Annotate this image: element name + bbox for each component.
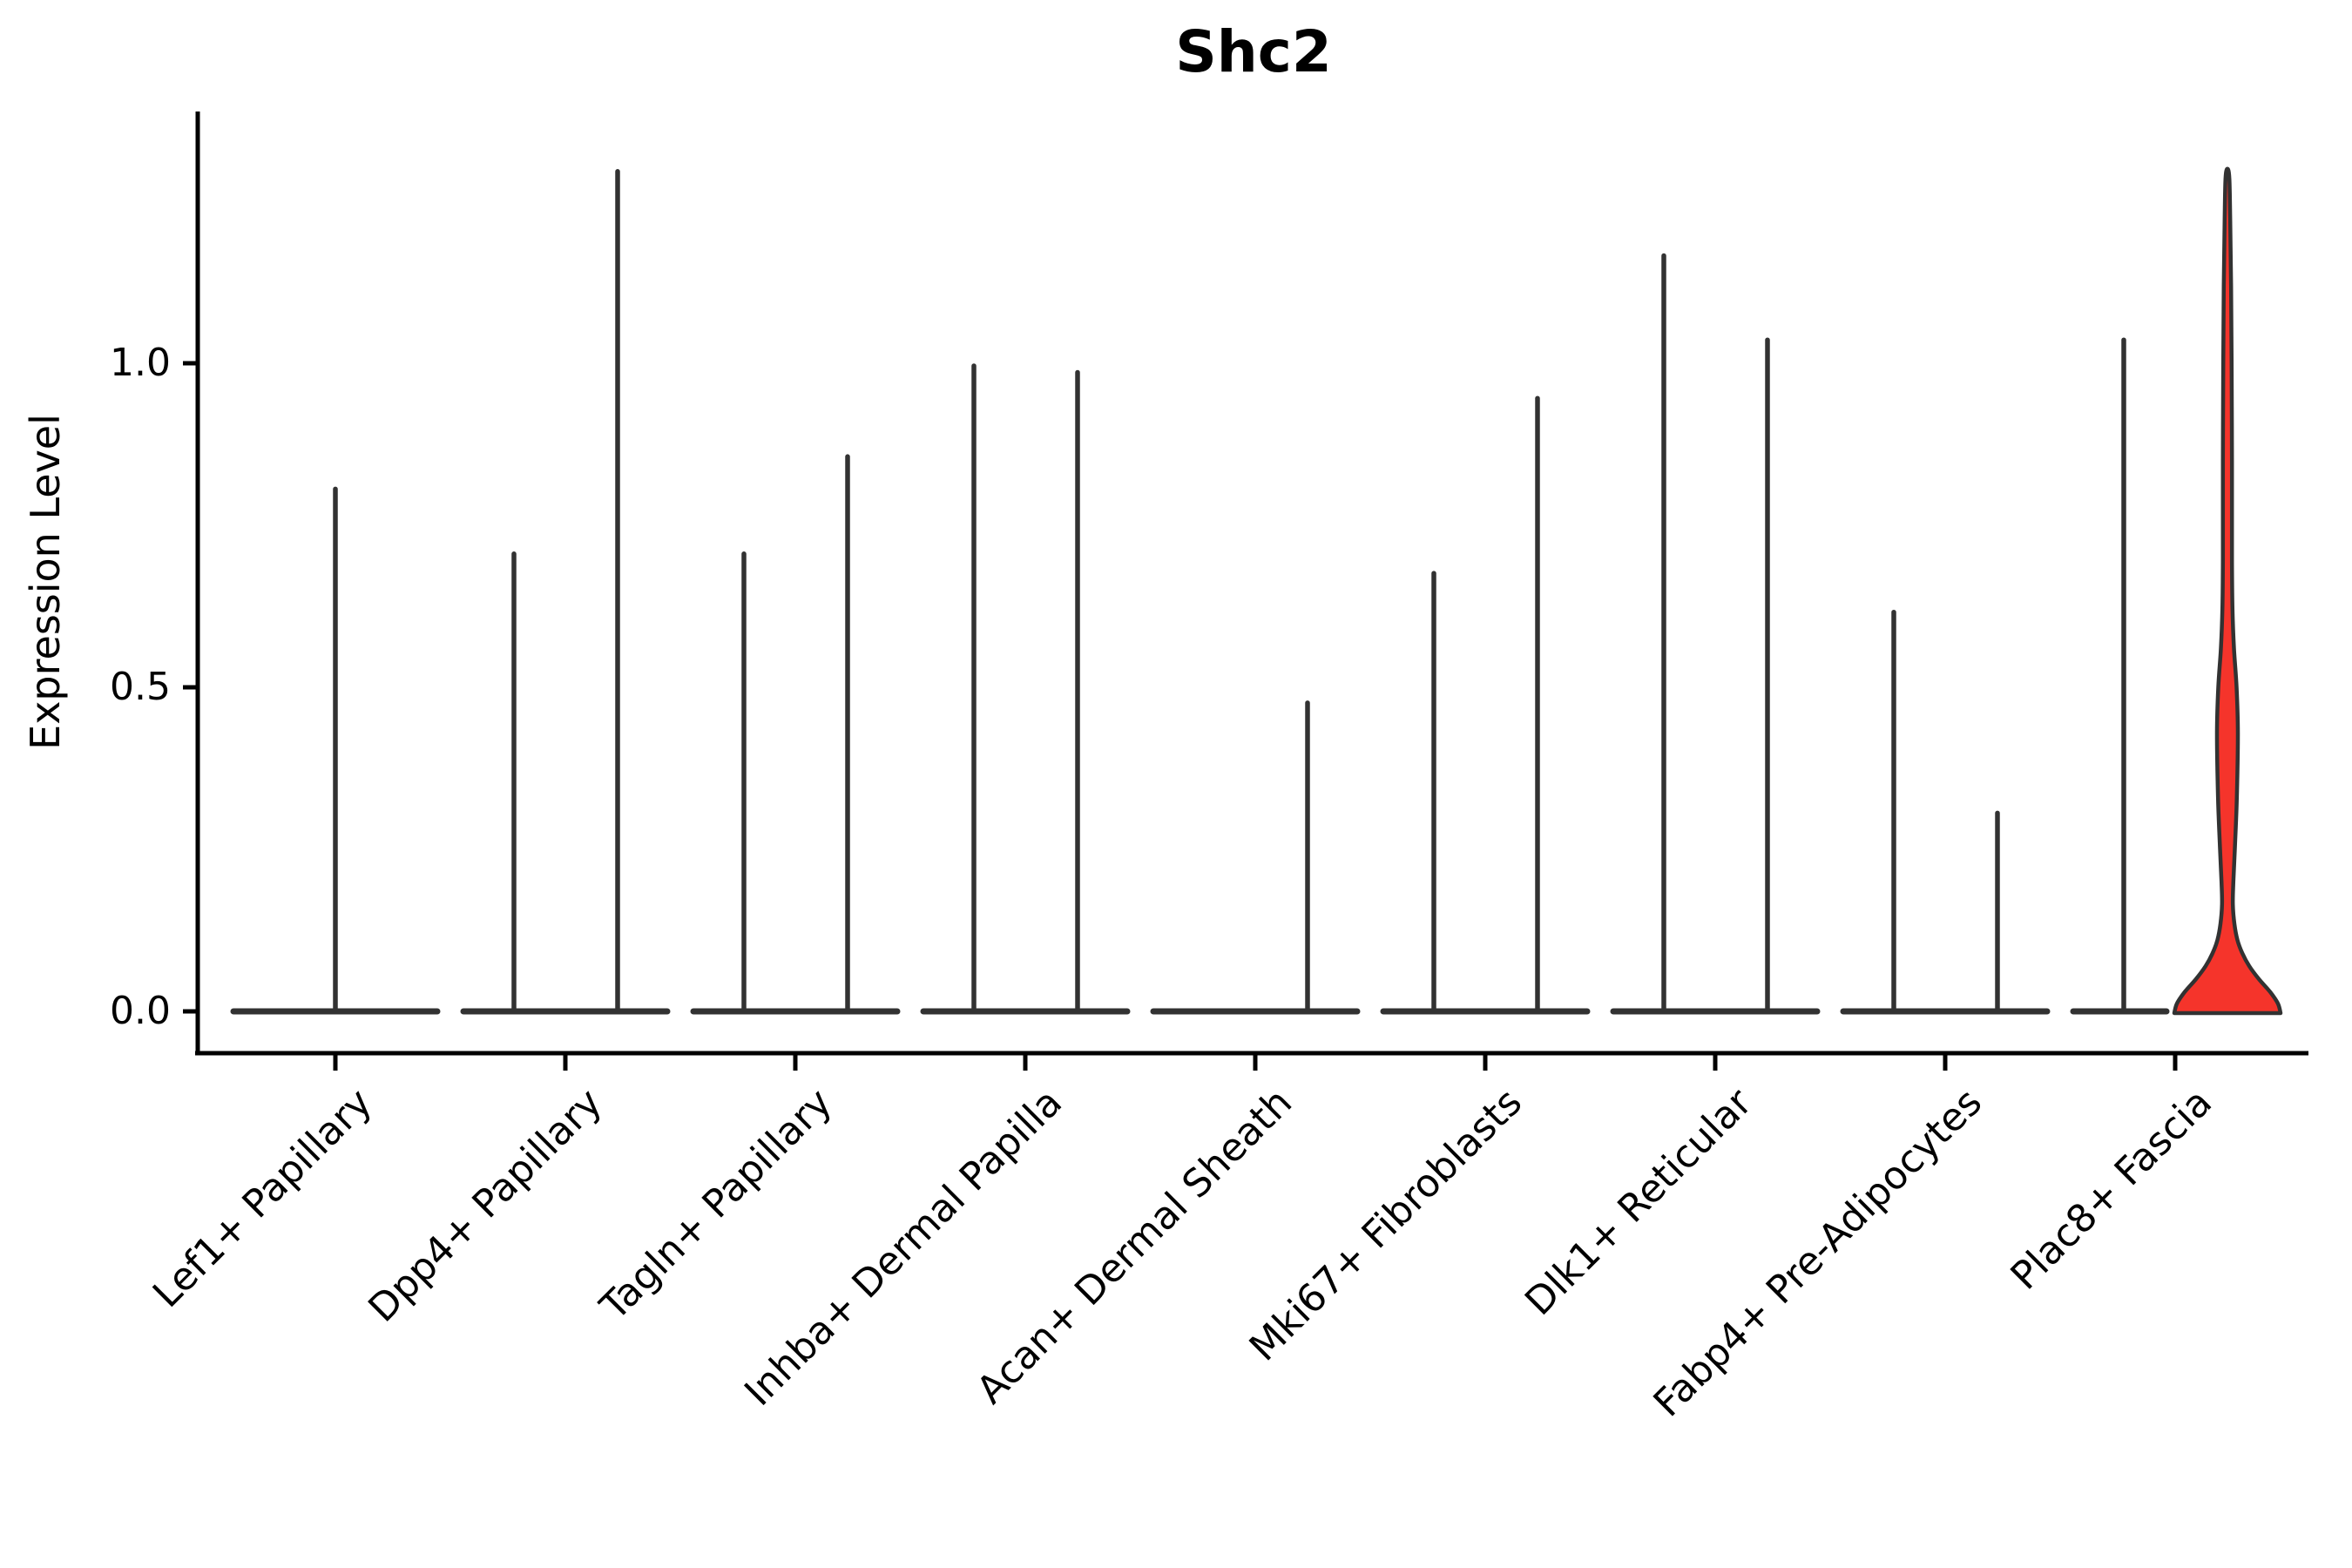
highlight-violin: [2172, 166, 2283, 1016]
y-tick-label: 1.0: [110, 341, 171, 385]
y-tick-label: 0.0: [110, 989, 171, 1033]
y-tick-label: 0.5: [110, 665, 171, 709]
chart-title: Shc2: [1175, 18, 1332, 85]
